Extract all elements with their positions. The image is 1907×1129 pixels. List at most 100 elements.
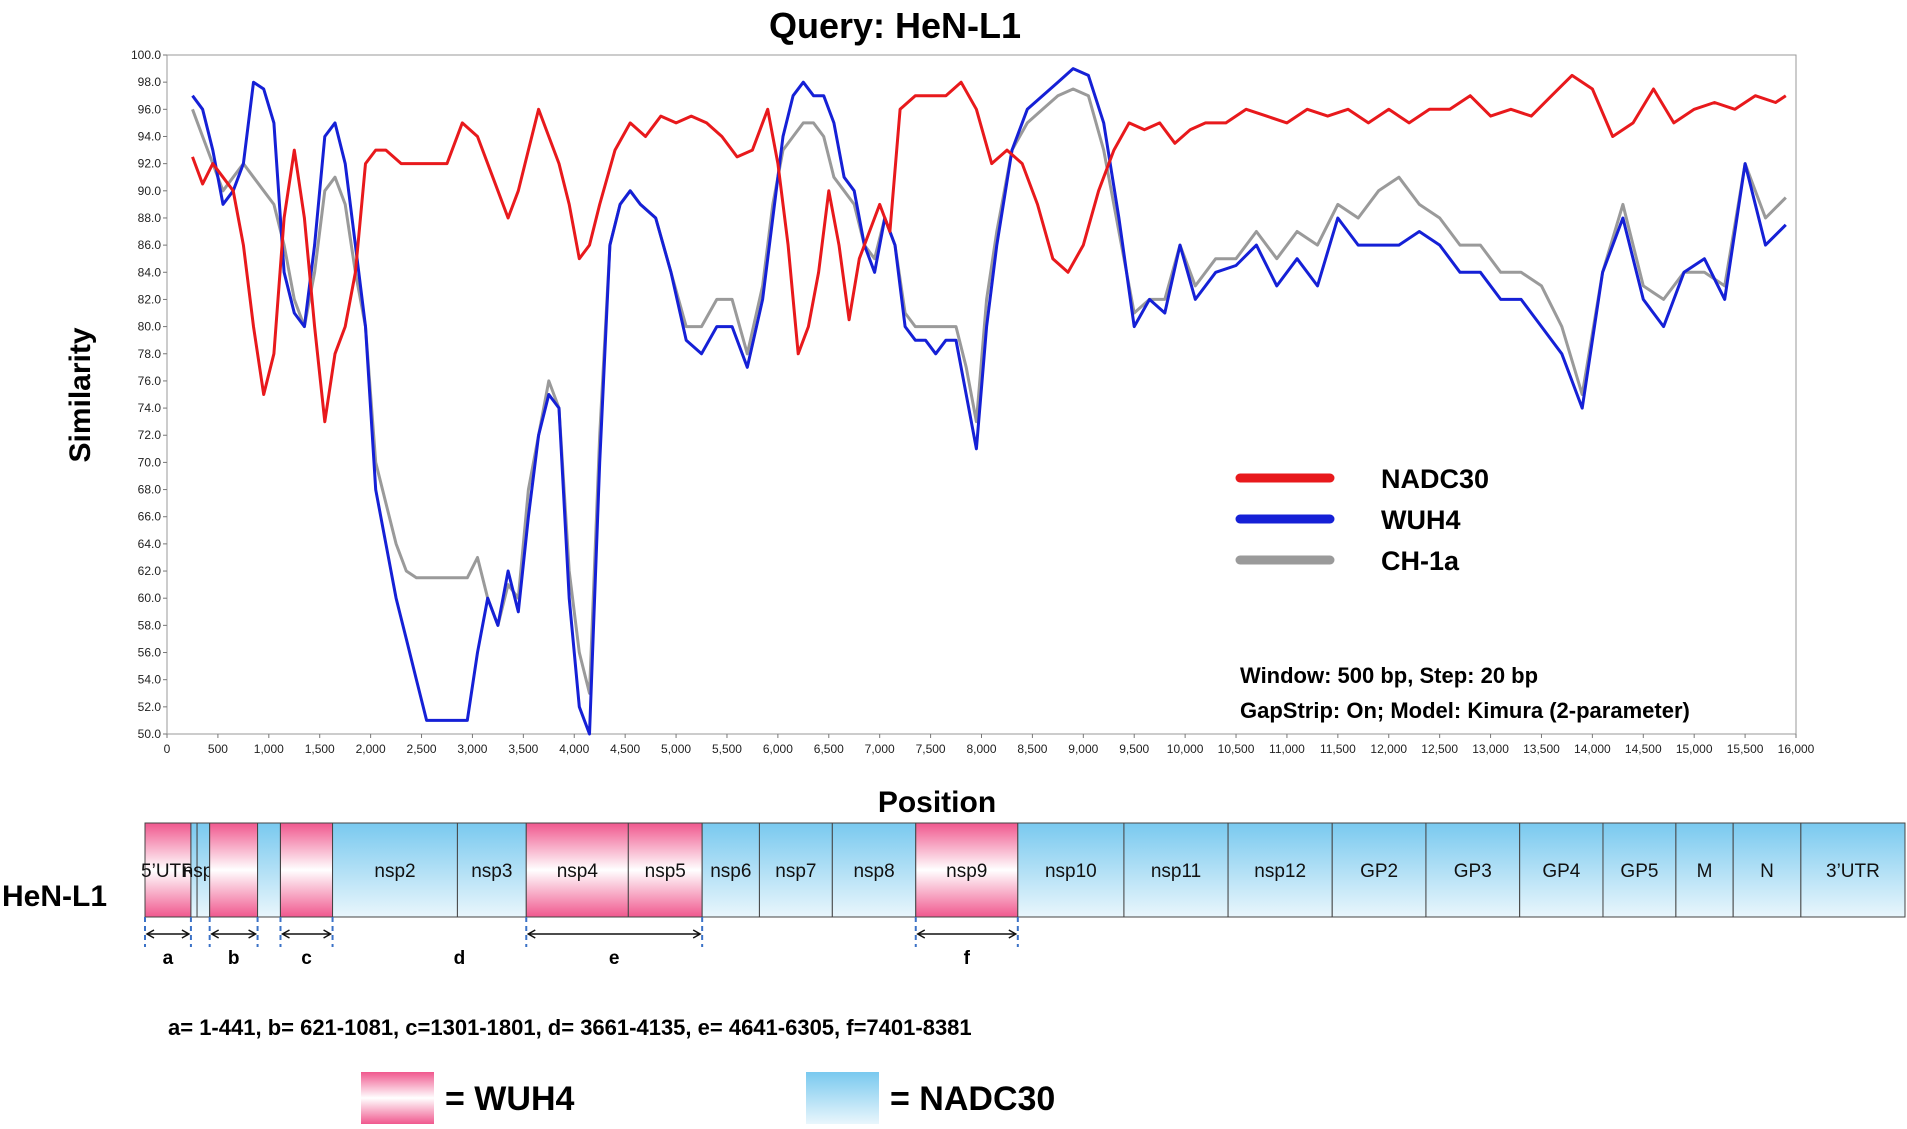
genome-segment-label: nsp9	[946, 861, 987, 882]
x-tick-label: 2,500	[407, 742, 437, 756]
chart-title: Query: HeN-L1	[769, 5, 1021, 46]
y-tick-label: 72.0	[138, 428, 162, 442]
x-tick-label: 16,000	[1778, 742, 1815, 756]
y-tick-label: 94.0	[138, 129, 162, 143]
genome-segment-label: GP3	[1454, 861, 1492, 882]
y-tick-label: 50.0	[138, 727, 162, 741]
range-arrow-head	[1008, 929, 1018, 939]
y-tick-label: 70.0	[138, 455, 162, 469]
range-letter: d	[454, 948, 466, 969]
genome-segment	[1675, 822, 1734, 918]
key-label-nadc30: = NADC30	[890, 1080, 1055, 1118]
x-tick-label: 11,000	[1269, 742, 1305, 756]
series-line-wuh4	[191, 67, 1787, 736]
x-tick-label: 1,000	[254, 742, 284, 756]
x-axis-label: Position	[878, 786, 996, 819]
range-arrow-head	[526, 929, 536, 939]
range-arrow-head	[210, 929, 220, 939]
genome-segment-label: N	[1760, 861, 1774, 882]
y-tick-label: 56.0	[138, 646, 162, 660]
y-tick-label: 58.0	[138, 618, 162, 632]
range-letter: c	[301, 948, 312, 969]
genome-segment	[257, 822, 281, 918]
x-tick-label: 500	[208, 742, 228, 756]
genome-segment	[209, 822, 259, 918]
genome-segment-label: nsp7	[775, 861, 816, 882]
genome-segment	[279, 822, 334, 918]
y-axis: 50.0 52.0 54.0 56.0 58.0 60.0 62.0 64.0 66.0 68.0…	[131, 48, 167, 741]
genome-segment-label: GP2	[1360, 861, 1398, 882]
model-note: GapStrip: On; Model: Kimura (2-parameter…	[1240, 698, 1690, 723]
genome-segment	[1331, 822, 1427, 918]
y-tick-label: 86.0	[138, 238, 162, 252]
recombination-ranges: a b c d e f	[144, 917, 1019, 969]
x-tick-label: 13,500	[1523, 742, 1560, 756]
range-letter: e	[609, 948, 620, 969]
y-tick-label: 88.0	[138, 211, 162, 225]
y-tick-label: 66.0	[138, 510, 162, 524]
ranges-text: a= 1-441, b= 621-1081, c=1301-1801, d= 3…	[168, 1015, 972, 1040]
x-tick-label: 5,000	[661, 742, 691, 756]
x-tick-label: 15,500	[1727, 742, 1764, 756]
y-tick-label: 82.0	[138, 292, 162, 306]
y-tick-label: 100.0	[131, 48, 161, 62]
origin-key: = WUH4 = NADC30	[361, 1072, 1055, 1124]
range-arrow-head	[248, 929, 258, 939]
y-tick-label: 78.0	[138, 347, 162, 361]
genome-segment	[144, 822, 192, 918]
x-tick-label: 1,500	[305, 742, 335, 756]
y-tick-label: 62.0	[138, 564, 162, 578]
y-tick-label: 90.0	[138, 184, 162, 198]
x-tick-label: 11,500	[1320, 742, 1356, 756]
genome-segment-label: nsp6	[710, 861, 751, 882]
range-arrow-head	[692, 929, 702, 939]
legend: NADC30 WUH4 CH-1a	[1235, 464, 1489, 576]
window-note: Window: 500 bp, Step: 20 bp	[1240, 663, 1538, 688]
series-lines	[191, 67, 1787, 736]
range-letter: f	[964, 948, 971, 969]
x-tick-label: 3,000	[457, 742, 487, 756]
x-tick-label: 14,000	[1574, 742, 1611, 756]
y-tick-label: 60.0	[138, 591, 162, 605]
x-tick-label: 2,000	[356, 742, 386, 756]
x-tick-label: 8,000	[966, 742, 996, 756]
key-swatch-nadc30	[806, 1072, 879, 1124]
genome-segment-label: nsp5	[645, 861, 686, 882]
x-tick-label: 4,000	[559, 742, 589, 756]
genome-segment	[915, 822, 1019, 918]
genome-segment-label: 5’UTR	[141, 861, 195, 882]
x-tick-label: 10,500	[1218, 742, 1255, 756]
x-tick-label: 6,500	[814, 742, 844, 756]
range-arrow-head	[181, 929, 191, 939]
x-tick-label: 5,500	[712, 742, 742, 756]
x-tick-label: 10,000	[1167, 742, 1204, 756]
genome-segment	[831, 822, 917, 918]
legend-label-wuh4: WUH4	[1381, 505, 1461, 535]
range-arrow-head	[280, 929, 290, 939]
series-line-ch1a	[191, 87, 1787, 695]
genome-segment	[701, 822, 760, 918]
genome-name: HeN-L1	[2, 880, 107, 913]
range-arrow-head	[323, 929, 333, 939]
genome-segment	[1519, 822, 1604, 918]
x-tick-label: 7,500	[916, 742, 946, 756]
x-axis: 0 500 1,000 1,500 2,000 2,500 3,000 3,500 4,000 4…	[164, 734, 1815, 756]
genome-segment-label: nsp8	[853, 861, 894, 882]
genome-segment-label: nsp2	[374, 861, 415, 882]
legend-label-ch1a: CH-1a	[1381, 546, 1460, 576]
genome-segment	[525, 822, 629, 918]
x-tick-label: 4,500	[610, 742, 640, 756]
genome-segment-label: nsp12	[1254, 861, 1306, 882]
genome-segment-label: GP4	[1542, 861, 1580, 882]
y-tick-label: 74.0	[138, 401, 162, 415]
x-tick-label: 6,000	[763, 742, 793, 756]
y-tick-label: 92.0	[138, 157, 162, 171]
x-tick-label: 12,500	[1421, 742, 1458, 756]
genome-segment-label: 3’UTR	[1826, 861, 1880, 882]
key-label-wuh4: = WUH4	[445, 1080, 575, 1118]
x-tick-label: 8,500	[1017, 742, 1047, 756]
y-tick-label: 64.0	[138, 537, 162, 551]
genome-segment-label: GP5	[1620, 861, 1658, 882]
